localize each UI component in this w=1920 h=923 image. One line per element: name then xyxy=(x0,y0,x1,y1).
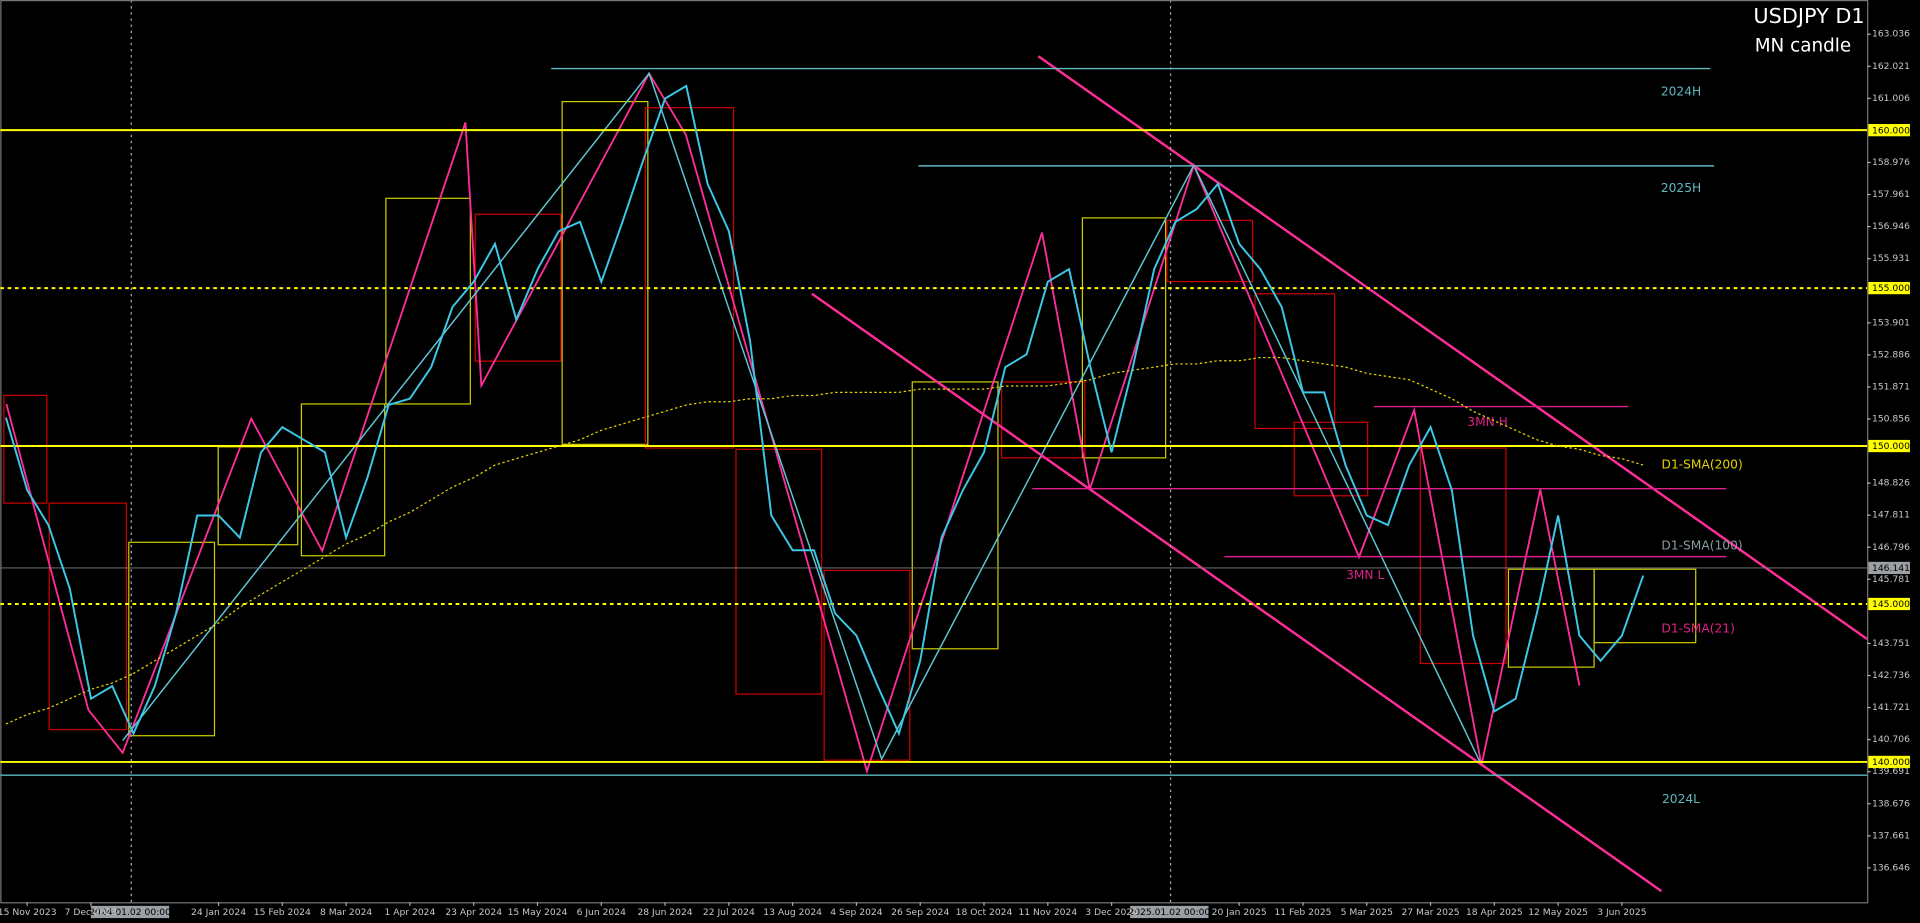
x-tick-label: 13 Aug 2024 xyxy=(763,907,822,918)
marker-text: 2024.01.02 00:00 xyxy=(89,907,171,918)
x-tick-label: 8 Mar 2024 xyxy=(320,907,372,918)
marker-label: 2024.01.02 00:00 2025.01.02 00:00 xyxy=(89,905,1210,919)
x-tick-label: 11 Nov 2024 xyxy=(1018,907,1077,918)
indicator-label: D1-SMA(100) xyxy=(1661,538,1742,552)
level-tag-label: 160.000 xyxy=(1872,125,1910,136)
x-tick-label: 27 Mar 2025 xyxy=(1401,907,1459,918)
x-tick-label: 28 Jun 2024 xyxy=(637,907,692,918)
trend-channel xyxy=(811,292,1663,893)
level-name: 3MN H xyxy=(1467,415,1508,429)
y-tick-label: 150.856 xyxy=(1872,414,1910,425)
price-line xyxy=(4,84,1645,737)
y-tick-label: 153.901 xyxy=(1872,317,1910,328)
level-name: 2024L xyxy=(1662,792,1700,806)
y-tick-label: 136.646 xyxy=(1872,862,1910,873)
y-tick-label: 157.961 xyxy=(1872,189,1910,200)
x-tick-label: 5 Mar 2025 xyxy=(1341,907,1393,918)
y-tick-label: 147.811 xyxy=(1872,510,1910,521)
y-tick-label: 163.036 xyxy=(1872,29,1910,40)
y-tick-label: 162.021 xyxy=(1872,61,1910,72)
y-tick-label: 146.796 xyxy=(1872,542,1910,553)
x-tick-label: 24 Jan 2024 xyxy=(191,907,246,918)
x-tick-label: 15 May 2024 xyxy=(508,907,568,918)
y-tick-label: 143.751 xyxy=(1872,638,1910,649)
x-tick-label: 4 Sep 2024 xyxy=(830,907,882,918)
level-tag xyxy=(1868,597,1910,611)
level-tag xyxy=(1868,281,1910,295)
zigzag xyxy=(5,71,1581,775)
level-tag-label: 155.000 xyxy=(1872,283,1910,294)
y-tick-label: 145.781 xyxy=(1872,574,1910,585)
x-tick-label: 3 Jun 2025 xyxy=(1597,907,1647,918)
x-tick-label: 3 Dec 2024 xyxy=(1085,907,1138,918)
chart-title: USDJPY D1 xyxy=(1753,4,1864,28)
sma-label: D1-SMA(200) xyxy=(1662,457,1743,471)
y-tick-label: 151.871 xyxy=(1872,381,1910,392)
plot-frame xyxy=(0,0,1869,904)
x-tick-label: 7 Dec 2023 xyxy=(65,907,118,918)
level-tag xyxy=(1868,124,1910,137)
level-name: 2024H xyxy=(1661,84,1701,98)
x-tick-label: 18 Oct 2024 xyxy=(956,907,1013,918)
y-tick-label: 137.661 xyxy=(1872,830,1910,841)
y-tick-label: 161.006 xyxy=(1872,93,1910,104)
trend-channel xyxy=(1037,55,1868,641)
y-tick-label: 139.691 xyxy=(1872,766,1910,777)
indicator-label: D1-SMA(21) xyxy=(1661,622,1734,636)
level-tag xyxy=(1868,755,1910,769)
y-tick-label: 142.736 xyxy=(1872,670,1910,681)
x-tick-label: 15 Feb 2024 xyxy=(254,907,311,918)
marker-text: 2025.01.02 00:00 xyxy=(1128,907,1210,918)
x-tick-label: 26 Sep 2024 xyxy=(891,907,949,918)
x-tick-label: 22 Jul 2024 xyxy=(703,907,755,918)
y-tick-label: 152.886 xyxy=(1872,349,1910,360)
x-tick-label: 18 Apr 2025 xyxy=(1466,907,1523,918)
y-tick-label: 141.721 xyxy=(1872,702,1910,713)
level-name: 3MN L xyxy=(1346,568,1384,582)
y-tick-label: 138.676 xyxy=(1872,798,1910,809)
level-tag xyxy=(1868,439,1910,453)
level-tag-label: 140.000 xyxy=(1872,757,1910,768)
last-price-label: 146.141 xyxy=(1872,563,1910,574)
level-tag-label: 150.000 xyxy=(1872,441,1910,452)
x-tick-label: 6 Jun 2024 xyxy=(577,907,627,918)
x-tick-label: 23 Apr 2024 xyxy=(445,907,502,918)
x-tick-label: 11 Feb 2025 xyxy=(1274,907,1331,918)
y-tick-label: 156.946 xyxy=(1872,221,1910,232)
sma-line xyxy=(5,356,1644,725)
y-tick-label: 155.931 xyxy=(1872,253,1910,264)
y-tick-label: 148.826 xyxy=(1872,478,1910,489)
x-tick-label: 15 Nov 2023 xyxy=(0,907,57,918)
x-tick-label: 20 Jan 2025 xyxy=(1212,907,1267,918)
chart-subtitle: MN candle xyxy=(1755,36,1851,57)
last-price-tag xyxy=(1868,561,1910,575)
level-tag-label: 145.000 xyxy=(1872,599,1910,610)
zigzag-2 xyxy=(122,71,1483,766)
x-tick-label: 12 May 2025 xyxy=(1528,907,1588,918)
y-tick-label: 158.976 xyxy=(1872,157,1910,168)
y-tick-label: 140.706 xyxy=(1872,734,1910,745)
level-name: 2025H xyxy=(1661,181,1701,195)
x-tick-label: 1 Apr 2024 xyxy=(384,907,435,918)
